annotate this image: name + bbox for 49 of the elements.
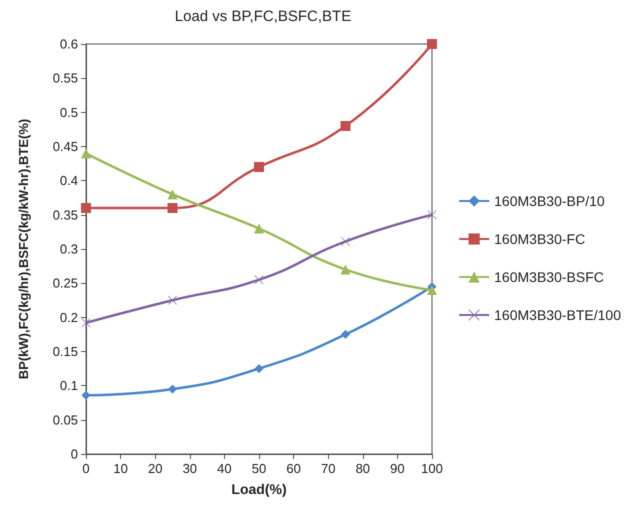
- point: [254, 364, 264, 374]
- point: [427, 285, 437, 295]
- y-tick-label: 0.3: [60, 242, 78, 256]
- y-tick-label: 0.35: [52, 207, 78, 222]
- legend-label: 160M3B30-BP/10: [494, 193, 605, 209]
- point: [340, 121, 350, 131]
- y-tick-label: 0.45: [52, 139, 78, 154]
- y-tick-label: 0: [70, 446, 78, 462]
- y-tick-label: 0.4: [60, 173, 78, 188]
- x-tick-label: 10: [113, 461, 128, 476]
- y-axis-title: BP(kW),FC(kg/hr),BSFC(kg/kW-hr),BTE(%): [16, 118, 31, 380]
- x-tick-label: 70: [320, 461, 336, 476]
- y-tick-label: 0.55: [52, 70, 78, 86]
- point: [254, 162, 264, 172]
- point: [168, 203, 178, 213]
- point: [340, 264, 350, 274]
- legend-label: 160M3B30-BTE/100: [494, 307, 622, 323]
- point: [168, 296, 177, 305]
- x-tick-label: 50: [252, 461, 266, 476]
- y-tick-label: 0.25: [52, 276, 78, 291]
- point: [82, 390, 90, 400]
- legend-label: 160M3B30-FC: [494, 231, 586, 247]
- point: [254, 275, 264, 284]
- x-tick-label: 60: [286, 461, 301, 476]
- y-tick-label: 0.1: [60, 378, 78, 394]
- y-tick-label: 0.15: [52, 344, 78, 359]
- y-tick-label: 0.2: [60, 310, 78, 325]
- x-tick-label: 30: [182, 461, 198, 476]
- chart-title: Load vs BP,FC,BSFC,BTE: [174, 8, 352, 25]
- x-tick-label: 20: [148, 461, 162, 476]
- x-tick-label: 80: [356, 461, 370, 476]
- x-tick-label: 40: [217, 461, 232, 476]
- point: [427, 39, 437, 49]
- point: [428, 210, 436, 220]
- point: [82, 318, 90, 328]
- x-tick-label: 100: [421, 461, 443, 476]
- point: [81, 203, 91, 213]
- point: [168, 189, 178, 200]
- point: [254, 224, 264, 234]
- y-tick-label: 0.6: [60, 36, 78, 52]
- y-tick-label: 0.5: [60, 104, 78, 120]
- point: [341, 330, 350, 339]
- x-axis-title: Load(%): [231, 481, 287, 497]
- x-tick-label: 0: [82, 461, 90, 476]
- y-tick-label: 0.05: [52, 412, 78, 428]
- point: [81, 148, 91, 158]
- x-tick-label: 90: [390, 461, 405, 476]
- point: [168, 384, 177, 394]
- legend-label: 160M3B30-BSFC: [494, 269, 604, 285]
